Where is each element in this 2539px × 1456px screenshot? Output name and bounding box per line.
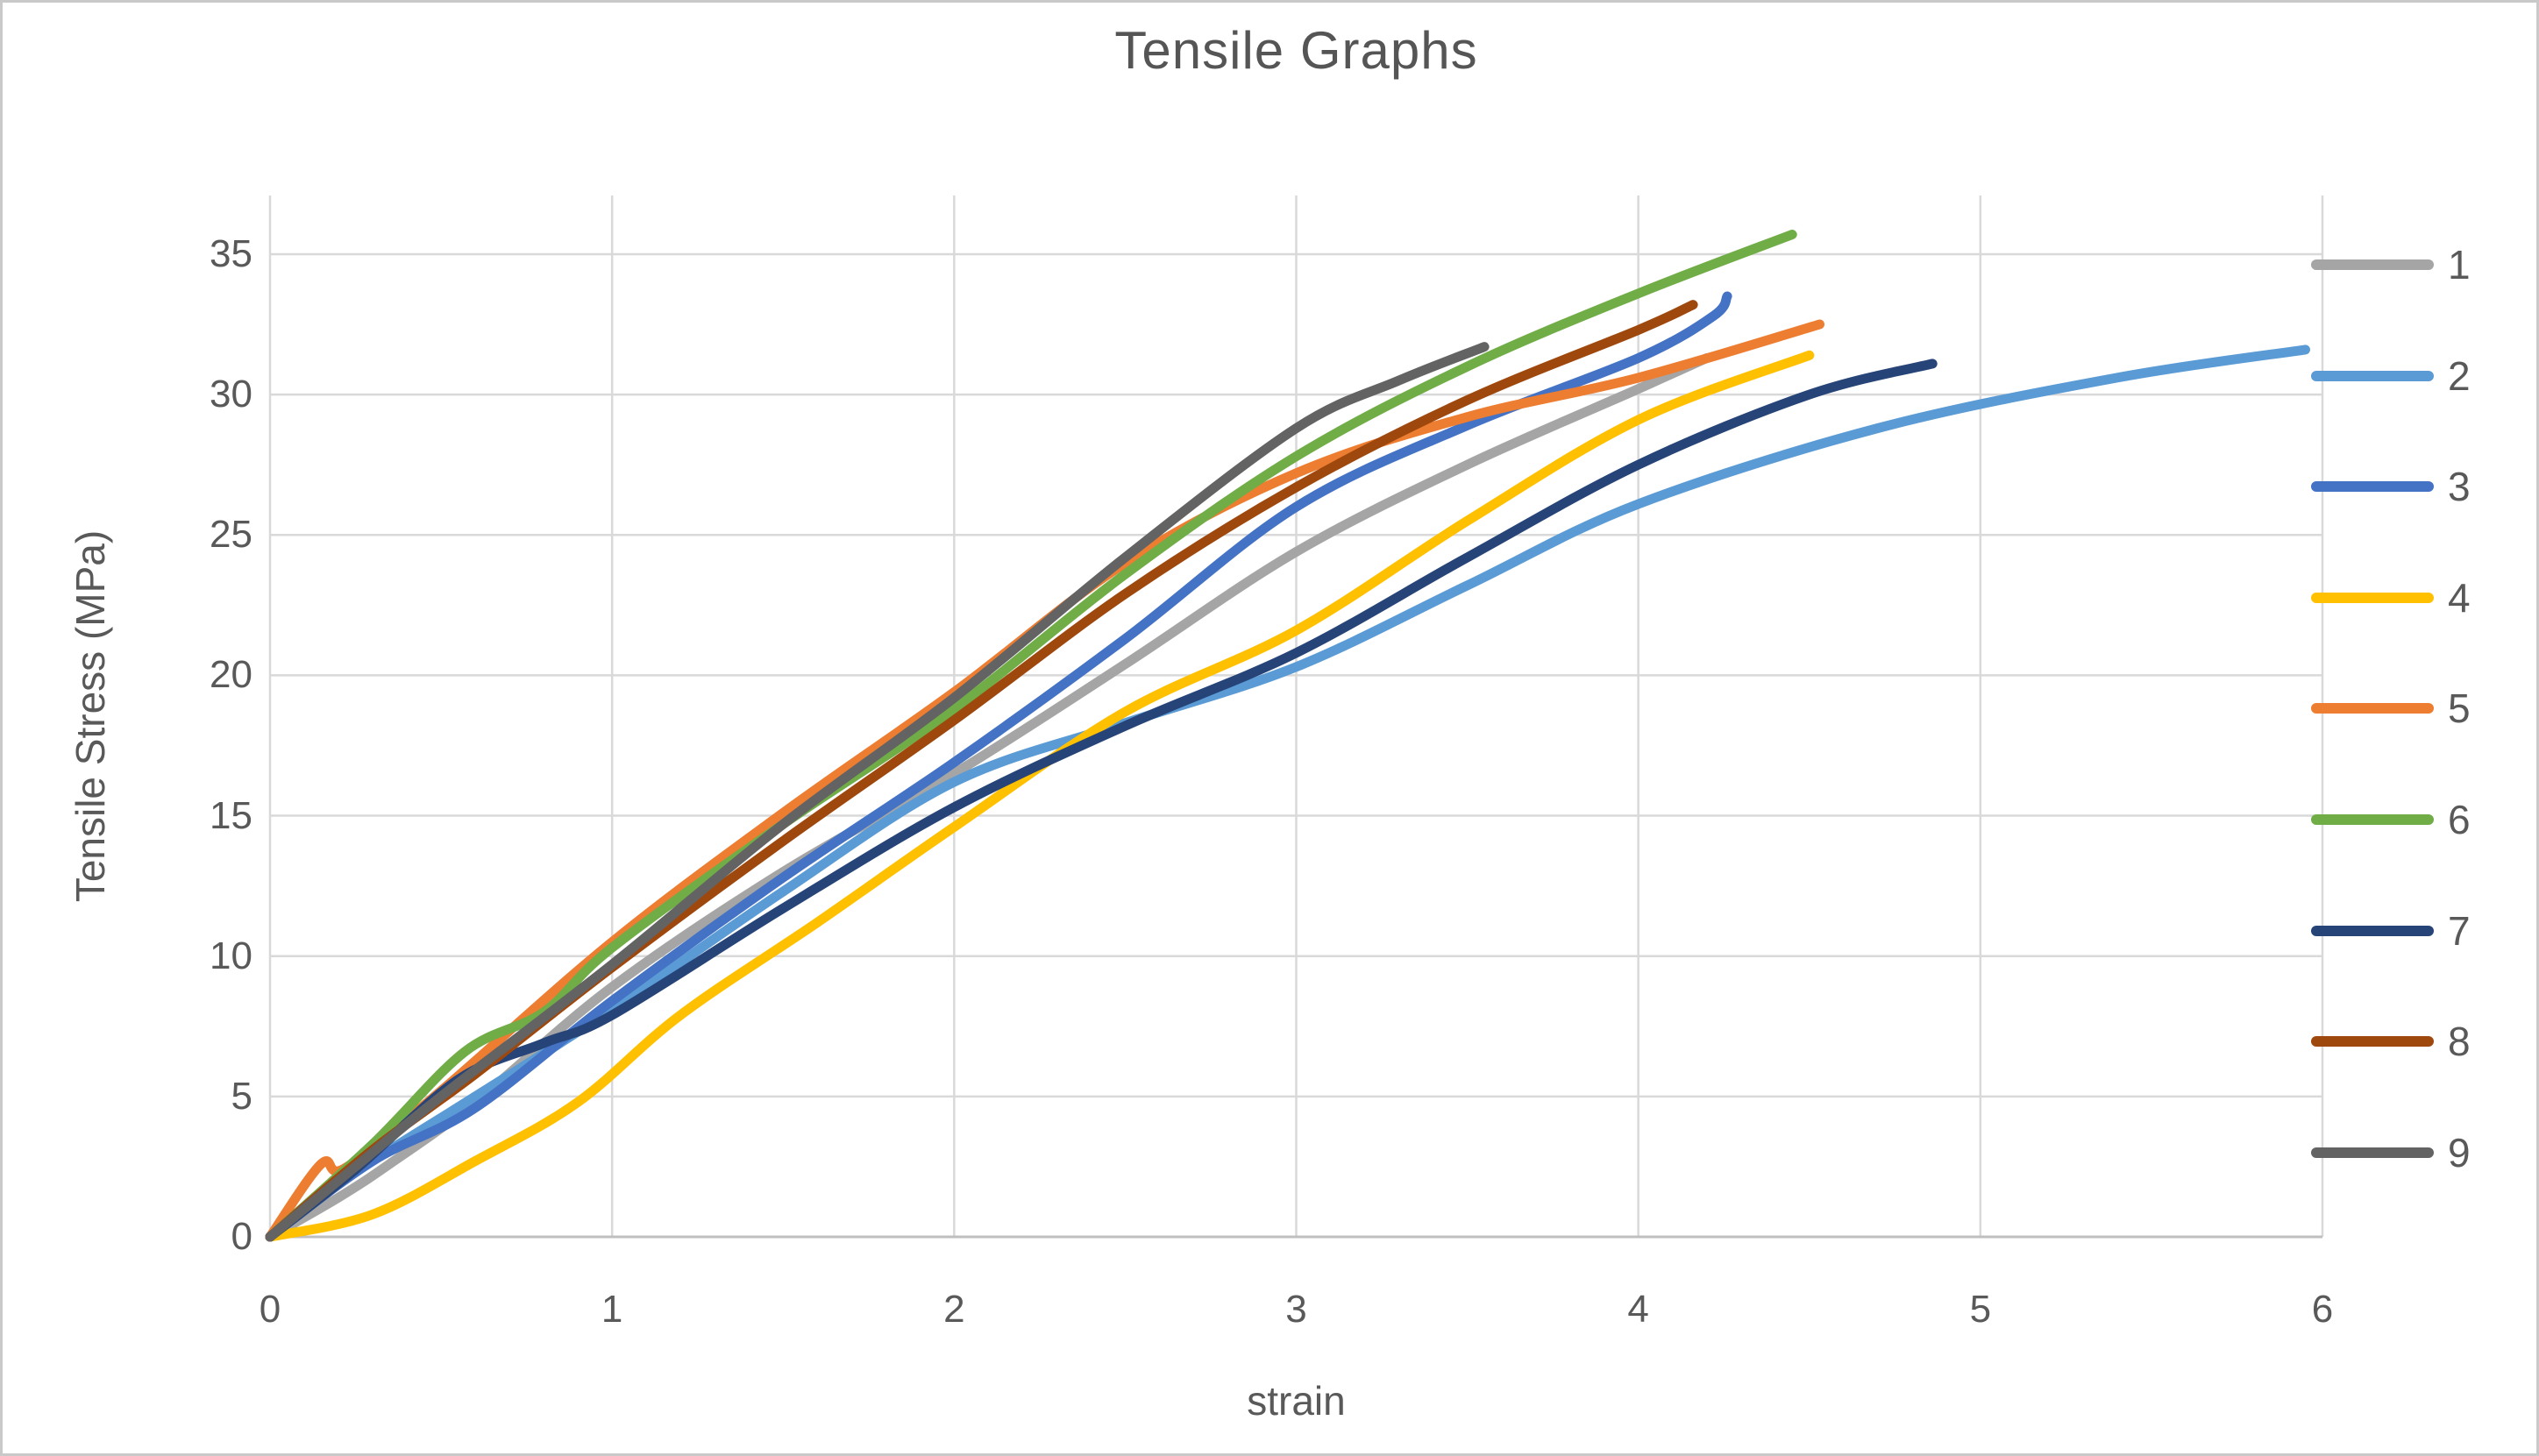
series-line-3: [265, 291, 1732, 1242]
x-tick-label-6: 6: [2311, 1288, 2334, 1331]
legend-item-5: 5: [2311, 685, 2471, 732]
legend-line-swatch-1: [2311, 259, 2434, 270]
series-line-6: [265, 230, 1797, 1242]
legend-label-9: 9: [2448, 1129, 2471, 1175]
y-tick-label-15: 15: [210, 793, 252, 837]
legend-line-swatch-2: [2311, 370, 2434, 381]
legend-item-7: 7: [2311, 907, 2471, 955]
series-line-5: [265, 319, 1824, 1242]
legend-label-1: 1: [2448, 242, 2471, 288]
x-tick-label-5: 5: [1969, 1288, 1992, 1331]
x-tick-label-4: 4: [1627, 1288, 1649, 1331]
series-line-7: [265, 359, 1938, 1242]
legend-line-swatch-5: [2311, 703, 2434, 714]
x-tick-label-1: 1: [601, 1288, 623, 1331]
y-tick-label-25: 25: [210, 513, 252, 557]
chart-title: Tensile Graphs: [1114, 21, 1478, 80]
y-tick-label-35: 35: [210, 231, 252, 275]
legend-line-swatch-4: [2311, 592, 2434, 603]
legend-item-8: 8: [2311, 1018, 2471, 1065]
legend-label-5: 5: [2448, 685, 2471, 732]
y-tick-label-20: 20: [210, 653, 252, 697]
plot-area: [265, 195, 2324, 1242]
x-tick-label-2: 2: [943, 1288, 965, 1331]
legend-item-1: 1: [2311, 241, 2471, 288]
legend-label-6: 6: [2448, 797, 2471, 842]
series-line-1: [265, 353, 1712, 1242]
legend-line-swatch-8: [2311, 1036, 2434, 1048]
series-line-9: [265, 342, 1490, 1242]
x-tick-label-3: 3: [1285, 1288, 1307, 1331]
y-tick-label-5: 5: [231, 1074, 252, 1118]
legend-item-2: 2: [2311, 352, 2471, 400]
y-tick-label-10: 10: [210, 934, 252, 977]
legend-label-7: 7: [2448, 907, 2471, 954]
legend-label-3: 3: [2448, 464, 2471, 510]
x-axis-title: strain: [1247, 1378, 1346, 1424]
legend-label-2: 2: [2448, 352, 2471, 399]
legend-item-4: 4: [2311, 574, 2471, 621]
y-tick-label-0: 0: [231, 1215, 252, 1258]
legend-item-6: 6: [2311, 796, 2471, 843]
legend-label-4: 4: [2448, 574, 2471, 621]
y-axis-title: Tensile Stress (MPa): [68, 529, 113, 903]
legend-line-swatch-3: [2311, 481, 2434, 493]
legend-item-9: 9: [2311, 1129, 2471, 1176]
legend-line-swatch-9: [2311, 1147, 2434, 1158]
series-line-4: [265, 350, 1815, 1242]
legend-label-8: 8: [2448, 1019, 2471, 1065]
x-tick-label-0: 0: [259, 1288, 281, 1331]
legend-item-3: 3: [2311, 463, 2471, 510]
legend-line-swatch-6: [2311, 814, 2434, 825]
legend-line-swatch-7: [2311, 925, 2434, 936]
y-tick-label-30: 30: [210, 373, 252, 416]
